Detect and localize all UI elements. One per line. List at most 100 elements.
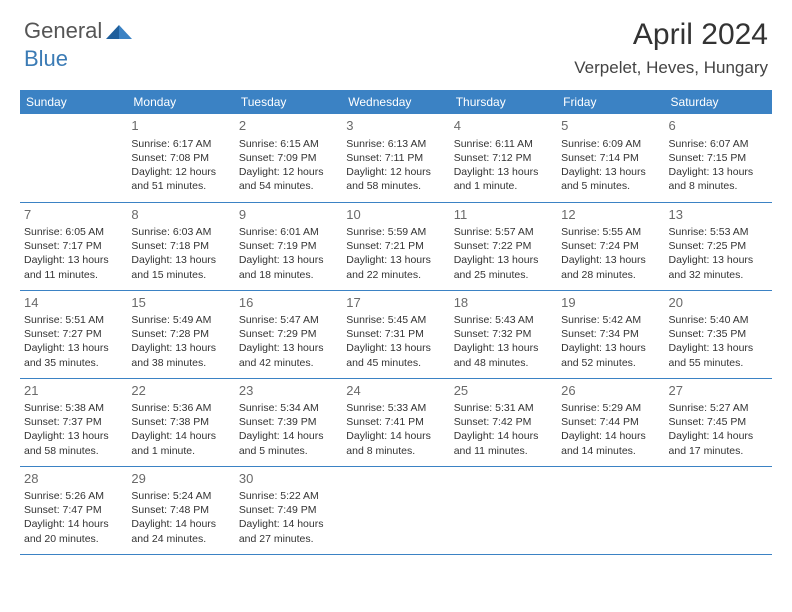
- daylight-text: Daylight: 13 hours and 8 minutes.: [669, 165, 768, 193]
- day-number: 19: [561, 294, 660, 312]
- sunset-text: Sunset: 7:48 PM: [131, 503, 230, 517]
- calendar-cell: 27Sunrise: 5:27 AMSunset: 7:45 PMDayligh…: [665, 378, 772, 466]
- sunset-text: Sunset: 7:28 PM: [131, 327, 230, 341]
- logo-mark-icon: [106, 19, 132, 44]
- day-number: 16: [239, 294, 338, 312]
- day-number: 18: [454, 294, 553, 312]
- daylight-text: Daylight: 13 hours and 25 minutes.: [454, 253, 553, 281]
- sunrise-text: Sunrise: 5:27 AM: [669, 401, 768, 415]
- logo-word-blue: Blue: [24, 46, 68, 71]
- sunrise-text: Sunrise: 5:59 AM: [346, 225, 445, 239]
- calendar-cell: 24Sunrise: 5:33 AMSunset: 7:41 PMDayligh…: [342, 378, 449, 466]
- day-number: 25: [454, 382, 553, 400]
- title-block: April 2024 Verpelet, Heves, Hungary: [574, 18, 768, 82]
- day-number: 28: [24, 470, 123, 488]
- sunset-text: Sunset: 7:41 PM: [346, 415, 445, 429]
- calendar-cell: 10Sunrise: 5:59 AMSunset: 7:21 PMDayligh…: [342, 202, 449, 290]
- sunrise-text: Sunrise: 5:51 AM: [24, 313, 123, 327]
- sunset-text: Sunset: 7:24 PM: [561, 239, 660, 253]
- calendar-row: 28Sunrise: 5:26 AMSunset: 7:47 PMDayligh…: [20, 466, 772, 554]
- sunrise-text: Sunrise: 5:26 AM: [24, 489, 123, 503]
- sunrise-text: Sunrise: 6:09 AM: [561, 137, 660, 151]
- sunset-text: Sunset: 7:31 PM: [346, 327, 445, 341]
- daylight-text: Daylight: 12 hours and 58 minutes.: [346, 165, 445, 193]
- sunset-text: Sunset: 7:21 PM: [346, 239, 445, 253]
- sunrise-text: Sunrise: 6:01 AM: [239, 225, 338, 239]
- sunrise-text: Sunrise: 5:43 AM: [454, 313, 553, 327]
- sunrise-text: Sunrise: 5:33 AM: [346, 401, 445, 415]
- sunset-text: Sunset: 7:18 PM: [131, 239, 230, 253]
- calendar-row: 14Sunrise: 5:51 AMSunset: 7:27 PMDayligh…: [20, 290, 772, 378]
- sunrise-text: Sunrise: 6:05 AM: [24, 225, 123, 239]
- day-number: 10: [346, 206, 445, 224]
- calendar-cell: 12Sunrise: 5:55 AMSunset: 7:24 PMDayligh…: [557, 202, 664, 290]
- calendar-cell: 1Sunrise: 6:17 AMSunset: 7:08 PMDaylight…: [127, 114, 234, 202]
- weekday-saturday: Saturday: [665, 90, 772, 114]
- sunrise-text: Sunrise: 5:31 AM: [454, 401, 553, 415]
- day-number: 22: [131, 382, 230, 400]
- calendar-body: 1Sunrise: 6:17 AMSunset: 7:08 PMDaylight…: [20, 114, 772, 554]
- calendar-cell: 6Sunrise: 6:07 AMSunset: 7:15 PMDaylight…: [665, 114, 772, 202]
- day-number: 1: [131, 117, 230, 135]
- sunrise-text: Sunrise: 5:55 AM: [561, 225, 660, 239]
- sunrise-text: Sunrise: 5:36 AM: [131, 401, 230, 415]
- day-number: 17: [346, 294, 445, 312]
- sunset-text: Sunset: 7:34 PM: [561, 327, 660, 341]
- daylight-text: Daylight: 13 hours and 5 minutes.: [561, 165, 660, 193]
- sunset-text: Sunset: 7:47 PM: [24, 503, 123, 517]
- calendar-cell: 7Sunrise: 6:05 AMSunset: 7:17 PMDaylight…: [20, 202, 127, 290]
- day-number: 11: [454, 206, 553, 224]
- day-number: 13: [669, 206, 768, 224]
- daylight-text: Daylight: 14 hours and 24 minutes.: [131, 517, 230, 545]
- calendar-cell: 19Sunrise: 5:42 AMSunset: 7:34 PMDayligh…: [557, 290, 664, 378]
- calendar-cell: 29Sunrise: 5:24 AMSunset: 7:48 PMDayligh…: [127, 466, 234, 554]
- calendar-cell: 30Sunrise: 5:22 AMSunset: 7:49 PMDayligh…: [235, 466, 342, 554]
- sunset-text: Sunset: 7:44 PM: [561, 415, 660, 429]
- calendar-cell: 18Sunrise: 5:43 AMSunset: 7:32 PMDayligh…: [450, 290, 557, 378]
- day-number: 30: [239, 470, 338, 488]
- sunset-text: Sunset: 7:09 PM: [239, 151, 338, 165]
- daylight-text: Daylight: 14 hours and 27 minutes.: [239, 517, 338, 545]
- weekday-wednesday: Wednesday: [342, 90, 449, 114]
- sunset-text: Sunset: 7:35 PM: [669, 327, 768, 341]
- weekday-thursday: Thursday: [450, 90, 557, 114]
- sunset-text: Sunset: 7:17 PM: [24, 239, 123, 253]
- calendar-cell: 22Sunrise: 5:36 AMSunset: 7:38 PMDayligh…: [127, 378, 234, 466]
- calendar-cell: 3Sunrise: 6:13 AMSunset: 7:11 PMDaylight…: [342, 114, 449, 202]
- calendar-cell: [557, 466, 664, 554]
- sunset-text: Sunset: 7:39 PM: [239, 415, 338, 429]
- weekday-friday: Friday: [557, 90, 664, 114]
- logo: General: [24, 18, 134, 44]
- day-number: 7: [24, 206, 123, 224]
- daylight-text: Daylight: 13 hours and 15 minutes.: [131, 253, 230, 281]
- daylight-text: Daylight: 13 hours and 32 minutes.: [669, 253, 768, 281]
- day-number: 3: [346, 117, 445, 135]
- calendar-cell: 21Sunrise: 5:38 AMSunset: 7:37 PMDayligh…: [20, 378, 127, 466]
- sunset-text: Sunset: 7:32 PM: [454, 327, 553, 341]
- calendar-row: 21Sunrise: 5:38 AMSunset: 7:37 PMDayligh…: [20, 378, 772, 466]
- daylight-text: Daylight: 14 hours and 20 minutes.: [24, 517, 123, 545]
- calendar-cell: 13Sunrise: 5:53 AMSunset: 7:25 PMDayligh…: [665, 202, 772, 290]
- sunrise-text: Sunrise: 5:38 AM: [24, 401, 123, 415]
- month-title: April 2024: [574, 18, 768, 52]
- day-number: 6: [669, 117, 768, 135]
- calendar-cell: [450, 466, 557, 554]
- sunset-text: Sunset: 7:27 PM: [24, 327, 123, 341]
- day-number: 26: [561, 382, 660, 400]
- daylight-text: Daylight: 14 hours and 14 minutes.: [561, 429, 660, 457]
- sunset-text: Sunset: 7:42 PM: [454, 415, 553, 429]
- sunrise-text: Sunrise: 6:13 AM: [346, 137, 445, 151]
- sunset-text: Sunset: 7:19 PM: [239, 239, 338, 253]
- sunrise-text: Sunrise: 5:53 AM: [669, 225, 768, 239]
- calendar-cell: 26Sunrise: 5:29 AMSunset: 7:44 PMDayligh…: [557, 378, 664, 466]
- sunrise-text: Sunrise: 5:34 AM: [239, 401, 338, 415]
- daylight-text: Daylight: 13 hours and 48 minutes.: [454, 341, 553, 369]
- sunrise-text: Sunrise: 5:47 AM: [239, 313, 338, 327]
- daylight-text: Daylight: 13 hours and 52 minutes.: [561, 341, 660, 369]
- sunrise-text: Sunrise: 6:15 AM: [239, 137, 338, 151]
- calendar-cell: 5Sunrise: 6:09 AMSunset: 7:14 PMDaylight…: [557, 114, 664, 202]
- day-number: 23: [239, 382, 338, 400]
- page-header: General April 2024 Verpelet, Heves, Hung…: [0, 0, 792, 90]
- daylight-text: Daylight: 13 hours and 11 minutes.: [24, 253, 123, 281]
- calendar-cell: 28Sunrise: 5:26 AMSunset: 7:47 PMDayligh…: [20, 466, 127, 554]
